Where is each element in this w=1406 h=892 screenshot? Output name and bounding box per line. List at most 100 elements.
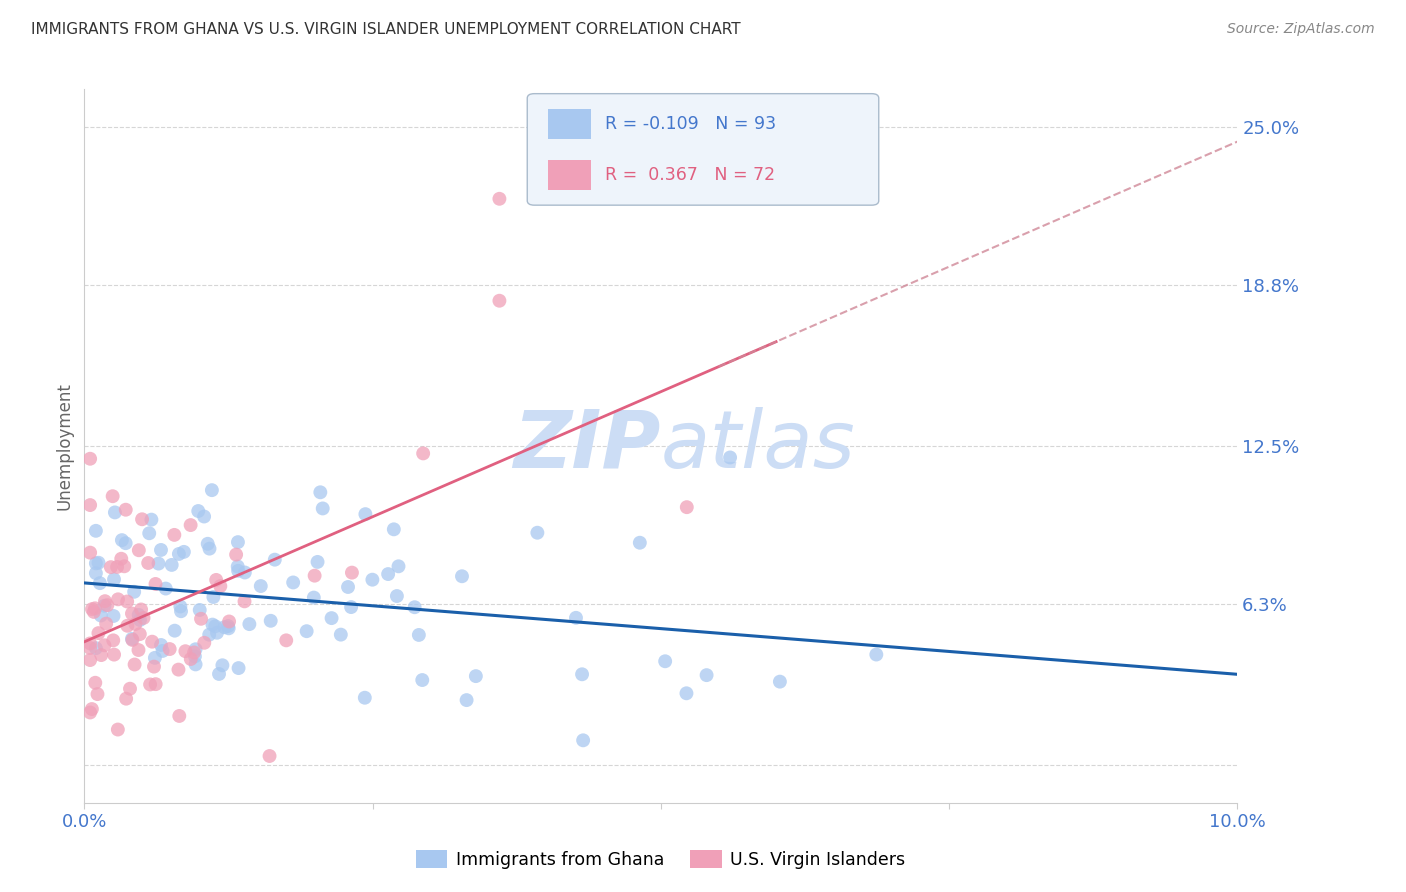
Point [233,566,256,580]
Point [94,594,117,608]
Point [304,568,326,582]
Point [404,600,426,615]
Point [136,556,159,570]
Point [141,634,163,648]
Point [205,625,228,640]
Point [79,451,101,466]
Point [312,501,335,516]
Point [228,661,250,675]
Point [131,512,153,526]
Point [96,598,118,612]
Point [174,644,197,658]
Point [218,621,240,635]
Point [150,638,173,652]
Point [139,677,162,691]
Point [361,573,384,587]
Point [184,649,207,664]
Point [226,564,249,578]
Point [408,628,430,642]
Point [107,592,129,607]
Point [173,545,195,559]
Point [193,636,215,650]
Point [121,632,143,646]
Point [141,513,163,527]
Point [188,603,211,617]
Point [115,594,138,608]
Point [84,675,107,690]
Point [93,599,115,613]
Point [79,653,101,667]
Point [105,560,128,574]
Point [214,620,236,634]
Point [114,502,136,516]
Point [769,674,792,689]
Point [218,615,240,629]
Point [526,525,548,540]
Point [208,667,231,681]
Text: Source: ZipAtlas.com: Source: ZipAtlas.com [1227,22,1375,37]
Point [143,659,166,673]
Point [865,648,887,662]
Point [110,551,132,566]
Point [226,535,249,549]
Point [187,504,209,518]
Point [100,560,122,574]
Point [377,567,399,582]
Point [138,526,160,541]
Point [80,702,103,716]
Point [197,537,219,551]
Point [84,566,107,581]
Point [96,616,118,631]
Point [321,611,343,625]
Point [128,543,150,558]
Point [122,584,145,599]
Point [211,658,233,673]
Point [83,605,105,619]
Point [155,582,177,596]
Point [90,648,112,662]
Point [103,573,125,587]
Point [184,657,207,672]
Point [104,505,127,519]
Point [114,536,136,550]
Point [160,558,183,572]
Point [411,673,433,687]
Point [456,693,478,707]
Point [283,575,305,590]
Point [84,641,107,656]
Point [329,627,352,641]
Point [696,668,718,682]
Y-axis label: Unemployment: Unemployment [55,382,73,510]
Point [451,569,474,583]
Point [675,500,697,515]
Point [159,642,181,657]
Point [190,612,212,626]
Point [79,640,101,655]
Point [103,648,125,662]
Point [132,611,155,625]
Point [121,632,143,647]
Point [225,548,247,562]
Point [79,636,101,650]
Point [675,686,697,700]
Point [149,543,172,558]
Point [101,489,124,503]
Point [718,450,741,465]
Point [249,579,271,593]
Point [295,624,318,639]
Point [89,576,111,591]
Text: R =  0.367   N = 72: R = 0.367 N = 72 [605,166,775,184]
Point [167,663,190,677]
Point [385,589,408,603]
Point [112,559,135,574]
Point [309,485,332,500]
Point [276,633,298,648]
Point [198,541,221,556]
Point [571,667,593,681]
Point [118,681,141,696]
Point [84,601,107,615]
Text: atlas: atlas [661,407,856,485]
Point [87,556,110,570]
Point [233,594,256,608]
Point [382,522,405,536]
